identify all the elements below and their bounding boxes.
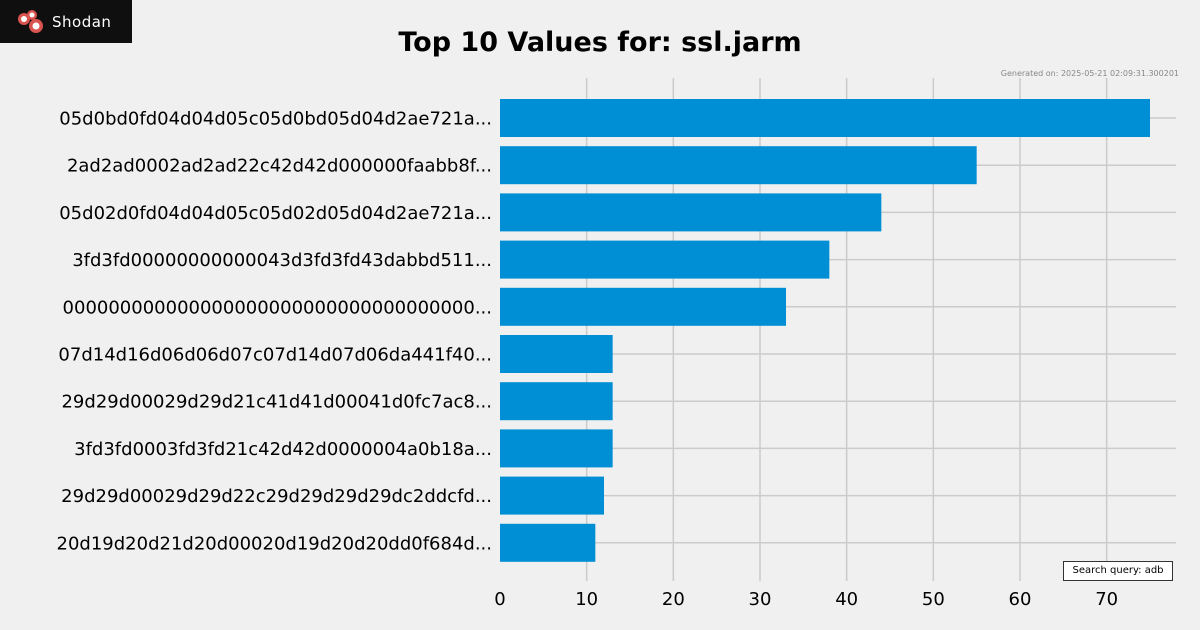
bar-9 <box>500 523 596 562</box>
x-tick-label-0: 0 <box>494 589 505 610</box>
bar-0 <box>500 99 1150 137</box>
chart-title: Top 10 Values for: ssl.jarm <box>398 27 802 58</box>
y-tick-label-3: 3fd3fd00000000000043d3fd3fd43dabbd511... <box>72 250 492 271</box>
bar-2 <box>500 193 882 232</box>
bar-1 <box>500 146 977 185</box>
bar-4 <box>500 287 786 326</box>
x-tick-label-2: 20 <box>662 589 685 610</box>
y-tick-label-7: 3fd3fd0003fd3fd21c42d42d0000004a0b18a... <box>74 439 492 460</box>
bar-6 <box>500 382 613 421</box>
y-tick-label-2: 05d02d0fd04d04d05c05d02d05d04d2ae721a... <box>59 203 492 224</box>
x-tick-label-6: 60 <box>1009 589 1032 610</box>
x-tick-label-7: 70 <box>1095 589 1118 610</box>
search-query-box: Search query: adb <box>1063 561 1173 581</box>
y-tick-label-6: 29d29d00029d29d21c41d41d00041d0fc7ac8... <box>61 392 492 413</box>
bar-7 <box>500 429 613 468</box>
logo-text: Shodan <box>52 12 112 31</box>
y-tick-label-0: 05d0bd0fd04d04d05c05d0bd05d04d2ae721a... <box>59 109 492 130</box>
x-tick-label-3: 30 <box>749 589 772 610</box>
y-tick-label-1: 2ad2ad0002ad2ad22c42d42d000000faabb8f... <box>67 156 492 177</box>
shodan-logo-icon <box>18 9 43 33</box>
bar-3 <box>500 240 830 279</box>
x-tick-label-1: 10 <box>575 589 598 610</box>
bar-8 <box>500 476 604 515</box>
x-tick-label-5: 50 <box>922 589 945 610</box>
x-tick-label-4: 40 <box>835 589 858 610</box>
y-tick-label-8: 29d29d00029d29d22c29d29d29d29dc2ddcfd... <box>61 486 492 507</box>
y-tick-label-4: 000000000000000000000000000000000000... <box>63 297 492 318</box>
generated-timestamp: Generated on: 2025-05-21 02:09:31.300201 <box>1000 69 1179 78</box>
shodan-logo: Shodan <box>0 0 132 43</box>
y-tick-label-9: 20d19d20d21d20d00020d19d20d20dd0f684d... <box>57 533 493 554</box>
bar-5 <box>500 335 613 373</box>
y-tick-label-5: 07d14d16d06d06d07c07d14d07d06da441f40... <box>58 345 492 366</box>
